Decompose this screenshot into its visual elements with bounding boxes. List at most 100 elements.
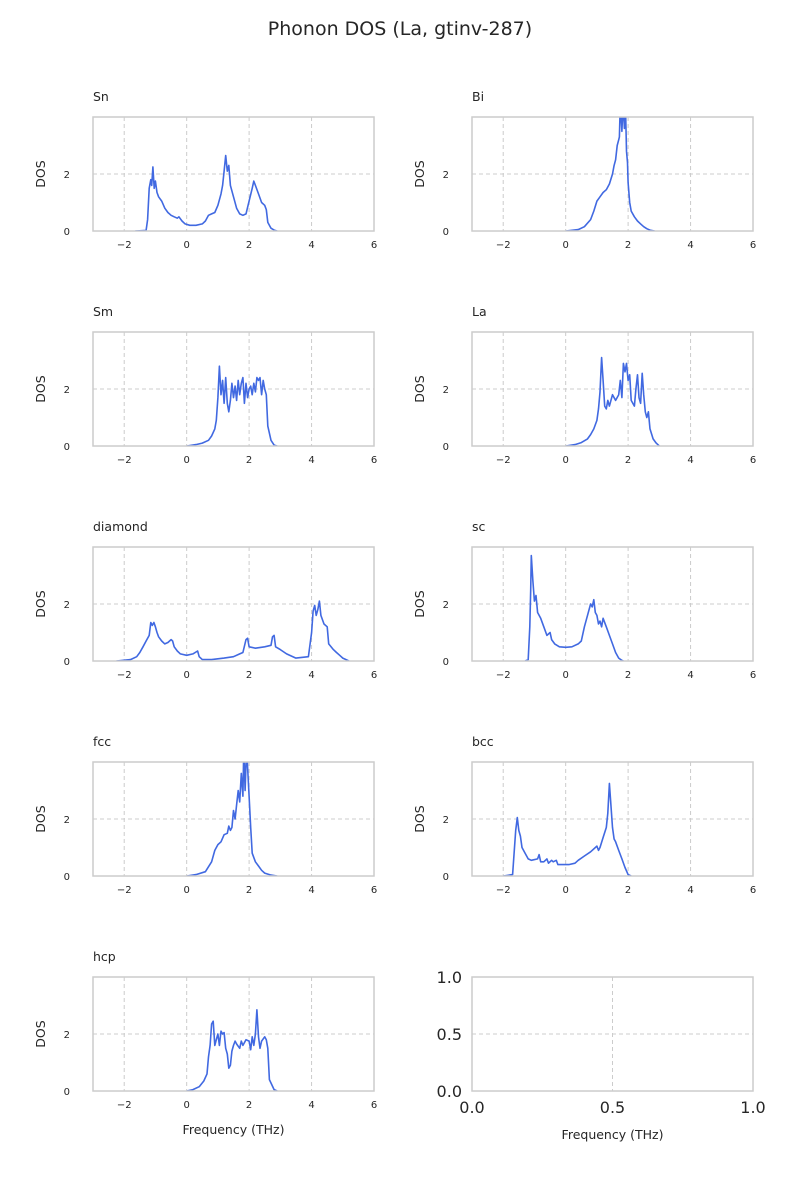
x-tick-label: 4 [308, 670, 314, 681]
figure-title: Phonon DOS (La, gtinv-287) [267, 18, 533, 40]
subplot-title: Sn [93, 89, 109, 104]
x-tick-label: 2 [625, 670, 631, 681]
x-tick-label: 2 [246, 1100, 252, 1111]
x-tick-label: 0 [183, 240, 189, 251]
y-tick-label: 0 [64, 657, 70, 668]
y-axis-label: DOS [412, 590, 427, 617]
y-tick-label: 2 [64, 385, 70, 396]
x-tick-label: 2 [625, 455, 631, 466]
dos-line-Sm [186, 365, 278, 446]
y-axis-label: DOS [33, 375, 48, 402]
y-tick-label: 0 [64, 1087, 70, 1098]
subplot-La: −2 0 2 4 6 0 2 La DOS [412, 304, 756, 466]
x-tick-label: 6 [750, 885, 756, 896]
y-tick-label: 0 [64, 872, 70, 883]
x-axis-label: Frequency (THz) [183, 1122, 285, 1137]
subplot-title: sc [472, 519, 486, 534]
y-tick-label: 2 [64, 170, 70, 181]
subplot-title: Sm [93, 304, 113, 319]
y-tick-label: 2 [64, 1030, 70, 1041]
x-tick-label: 6 [750, 455, 756, 466]
subplot-title: Bi [472, 89, 484, 104]
x-tick-label: 6 [750, 240, 756, 251]
x-tick-label: 0.5 [600, 1098, 625, 1117]
subplot-Bi: −2 0 2 4 6 0 2 Bi DOS [412, 89, 756, 251]
subplot-diamond: −2 0 2 4 6 0 2 diamond DOS [33, 519, 377, 681]
dos-line-fcc [186, 762, 278, 876]
y-tick-label: 1.0 [437, 968, 462, 987]
x-tick-label: 2 [625, 885, 631, 896]
y-tick-label: 0 [443, 657, 449, 668]
y-tick-label: 2 [443, 815, 449, 826]
x-tick-label: −2 [496, 240, 511, 251]
y-tick-label: 2 [64, 600, 70, 611]
x-tick-label: 4 [687, 240, 693, 251]
dos-line-Bi [565, 117, 655, 231]
dos-line-hcp [186, 1009, 278, 1091]
y-axis-label: DOS [412, 375, 427, 402]
x-tick-label: −2 [117, 1100, 132, 1111]
subplot-empty: 0.0 0.5 1.0 0.0 0.5 1.0 Frequency (THz) [437, 968, 766, 1142]
x-tick-label: 4 [687, 455, 693, 466]
subplot-fcc: −2 0 2 4 6 0 2 fcc DOS [33, 734, 377, 896]
x-tick-label: −2 [496, 885, 511, 896]
dos-line-sc [524, 554, 624, 661]
plot-frame [92, 116, 375, 232]
x-tick-label: 2 [246, 885, 252, 896]
x-tick-label: −2 [496, 670, 511, 681]
dos-line-bcc [503, 782, 632, 876]
plot-frame [471, 976, 754, 1092]
x-tick-label: 0 [183, 885, 189, 896]
subplot-Sn: −2 0 2 4 6 0 2 Sn DOS [33, 89, 377, 251]
x-tick-label: 0 [183, 455, 189, 466]
plot-frame [92, 761, 375, 877]
subplot-bcc: −2 0 2 4 6 0 2 bcc DOS [412, 734, 756, 896]
subplot-sc: −2 0 2 4 6 0 2 sc DOS [412, 519, 756, 681]
y-tick-label: 0 [64, 442, 70, 453]
x-tick-label: −2 [117, 670, 132, 681]
x-tick-label: 4 [308, 455, 314, 466]
x-tick-label: 6 [371, 1100, 377, 1111]
x-tick-label: 4 [308, 885, 314, 896]
subplot-title: hcp [93, 949, 116, 964]
y-tick-label: 0 [64, 227, 70, 238]
plot-frame [471, 546, 754, 662]
y-tick-label: 0 [443, 872, 449, 883]
plot-frame [471, 331, 754, 447]
x-tick-label: 2 [246, 240, 252, 251]
x-tick-label: 0 [562, 240, 568, 251]
y-axis-label: DOS [33, 805, 48, 832]
y-tick-label: 0 [443, 442, 449, 453]
x-tick-label: 0 [562, 455, 568, 466]
y-axis-label: DOS [33, 590, 48, 617]
subplot-hcp: −2 0 2 4 6 0 2 hcp DOS Frequency (THz) [33, 949, 377, 1137]
y-tick-label: 2 [443, 600, 449, 611]
subplot-title: La [472, 304, 487, 319]
x-tick-label: 1.0 [740, 1098, 765, 1117]
x-tick-label: −2 [496, 455, 511, 466]
y-axis-label: DOS [412, 160, 427, 187]
y-axis-label: DOS [412, 805, 427, 832]
y-axis-label: DOS [33, 1020, 48, 1047]
x-tick-label: 4 [308, 1100, 314, 1111]
y-tick-label: 2 [443, 385, 449, 396]
x-tick-label: 2 [246, 670, 252, 681]
x-tick-label: 0 [562, 885, 568, 896]
y-axis-label: DOS [33, 160, 48, 187]
x-tick-label: 6 [371, 455, 377, 466]
subplot-title: fcc [93, 734, 111, 749]
x-tick-label: −2 [117, 240, 132, 251]
x-tick-label: 4 [687, 670, 693, 681]
plot-frame [471, 116, 754, 232]
subplot-Sm: −2 0 2 4 6 0 2 Sm DOS [33, 304, 377, 466]
plot-frame [92, 976, 375, 1092]
subplot-title: bcc [472, 734, 494, 749]
subplot-title: diamond [93, 519, 148, 534]
x-tick-label: 2 [246, 455, 252, 466]
x-tick-label: −2 [117, 455, 132, 466]
y-tick-label: 2 [64, 815, 70, 826]
x-tick-label: 0 [183, 670, 189, 681]
x-tick-label: 0 [562, 670, 568, 681]
plot-frame [92, 331, 375, 447]
